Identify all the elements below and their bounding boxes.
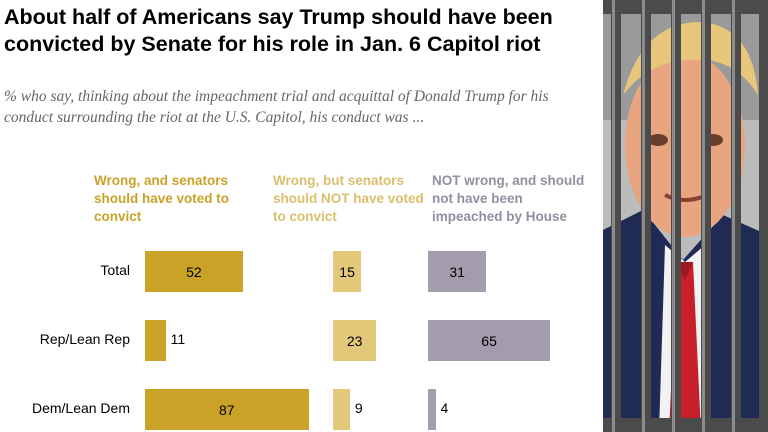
row-label: Total: [100, 262, 130, 278]
row-label: Dem/Lean Dem: [31, 400, 130, 416]
data-label: 9: [354, 400, 363, 416]
column-header-convict: Wrong, and senators should have voted to…: [94, 173, 230, 224]
bar-not-wrong: 31: [428, 251, 487, 292]
chart-subtitle: % who say, thinking about the impeachmen…: [4, 88, 549, 126]
bar-convict: 52: [145, 251, 243, 292]
column-header-not-wrong: NOT wrong, and should not have been impe…: [432, 173, 585, 224]
bar-not-wrong: 65: [428, 320, 551, 361]
data-label: 4: [440, 400, 449, 416]
chart-title: About half of Americans say Trump should…: [4, 5, 553, 56]
bar-not-convict: [333, 389, 350, 430]
trump-behind-bars-photo: [603, 0, 768, 432]
column-header-not-convict: Wrong, but senators should NOT have vote…: [273, 173, 424, 224]
bar-convict: [145, 320, 166, 361]
row-label: Rep/Lean Rep: [39, 331, 130, 347]
bar-not-wrong: [428, 389, 436, 430]
bar-not-convict: 15: [333, 251, 362, 292]
bar-not-convict: 23: [333, 320, 377, 361]
data-label: 11: [170, 331, 186, 347]
bar-convict: 87: [145, 389, 309, 430]
